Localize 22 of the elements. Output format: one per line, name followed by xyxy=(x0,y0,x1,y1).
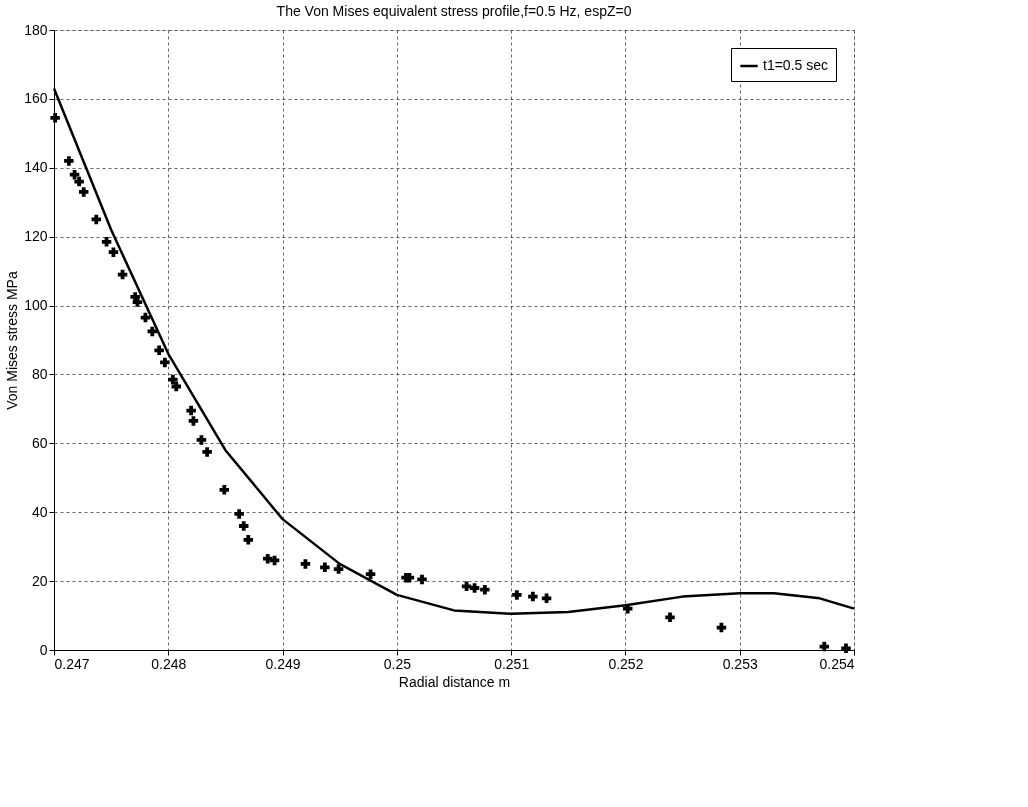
x-tick-label: 0.253 xyxy=(722,655,758,672)
x-axis-title: Radial distance m xyxy=(398,673,511,690)
y-axis-title: Von Mises stress MPa xyxy=(4,271,21,410)
y-tick-label: 160 xyxy=(24,90,48,107)
x-tick-label: 0.248 xyxy=(151,655,187,672)
y-tick-label: 60 xyxy=(31,434,48,451)
y-tick-label: 140 xyxy=(24,159,48,176)
x-tick-label: 0.252 xyxy=(608,655,644,672)
y-tick-label: 0 xyxy=(39,641,48,658)
y-tick-label: 20 xyxy=(31,572,48,589)
chart-title: The Von Mises equivalent stress profile,f=0.5 Hz, espZ=0 xyxy=(276,3,632,19)
x-tick-label: 0.249 xyxy=(265,655,301,672)
y-tick-label: 100 xyxy=(24,297,48,314)
legend-label: t1=0.5 sec xyxy=(763,57,828,73)
x-tick-label: 0.247 xyxy=(54,655,90,672)
x-tick-label: 0.25 xyxy=(383,655,412,672)
y-tick-label: 120 xyxy=(24,228,48,245)
x-tick-label: 0.254 xyxy=(819,655,855,672)
y-tick-label: 180 xyxy=(24,21,48,38)
y-tick-label: 40 xyxy=(31,503,48,520)
x-tick-label: 0.251 xyxy=(494,655,530,672)
y-tick-label: 80 xyxy=(31,365,48,382)
